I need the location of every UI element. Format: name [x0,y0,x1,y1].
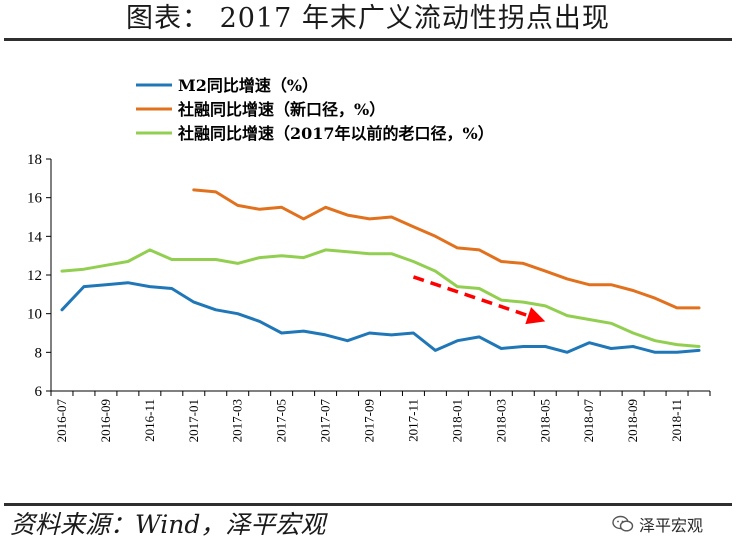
y-tick-label: 12 [27,268,42,284]
x-tick-label: 2017-07 [318,399,333,443]
series-group [60,188,701,354]
wechat-icon [612,515,634,532]
line-chart: M2同比增速（%） 社融同比增速（新口径，%） 社融同比增速（2017年以前的老口径… [27,76,711,443]
x-tick-label: 2018-05 [537,399,552,442]
top-divider [4,38,732,41]
x-tick-label: 2017-03 [230,399,245,442]
series-line-0 [60,281,701,354]
series-line-2 [60,248,701,348]
y-tick-label: 8 [35,345,43,361]
legend: M2同比增速（%） 社融同比增速（新口径，%） 社融同比增速（2017年以前的老口径… [136,76,494,143]
y-tick-label: 16 [27,191,43,207]
chart-title: 图表： 2017 年末广义流动性拐点出现 [126,3,610,34]
source-note: 资料来源：Wind，泽平宏观 [10,510,326,539]
x-tick-label: 2017-11 [405,399,420,442]
y-tick-label: 14 [27,229,43,245]
x-tick-label: 2016-07 [54,399,69,443]
x-tick-label: 2018-09 [625,399,640,442]
legend-label-0: M2同比增速（%） [178,76,318,95]
watermark: 泽平宏观 [612,512,703,536]
y-tick-label: 18 [27,152,42,168]
bottom-divider [4,503,732,506]
y-tick-label: 10 [27,307,42,323]
x-tick-label: 2016-09 [98,399,113,442]
x-tick-label: 2018-11 [669,399,684,442]
annotation-group [412,275,546,325]
x-tick-label: 2018-01 [449,399,464,442]
axes: 6 8 10 12 14 16 18 2016-07 2016-09 2016-11 2017-01… [27,152,711,443]
y-tick-label: 6 [35,384,43,400]
x-tick-label: 2017-09 [362,399,377,442]
x-tick-label: 2018-03 [493,399,508,442]
x-tick-label: 2017-05 [274,399,289,442]
x-tick-label: 2018-07 [581,399,596,443]
x-tick-label: 2017-01 [186,399,201,442]
legend-label-1: 社融同比增速（新口径，%） [177,100,385,119]
legend-label-2: 社融同比增速（2017年以前的老口径，%） [177,124,494,143]
trend-arrow-head [525,307,546,325]
trend-arrow-shaft [412,275,529,318]
series-line-1 [192,188,701,310]
x-tick-label: 2016-11 [142,399,157,442]
watermark-text: 泽平宏观 [639,516,704,535]
